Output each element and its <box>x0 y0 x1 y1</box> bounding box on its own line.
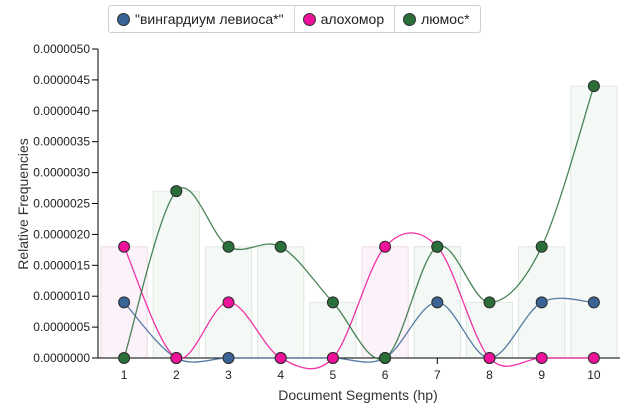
y-tick-label: 0.0000020 <box>33 227 90 241</box>
data-point-3-10 <box>587 80 600 93</box>
data-point-3-7 <box>431 240 444 253</box>
data-point-2-5 <box>326 352 339 364</box>
y-tick-label: 0.0000015 <box>33 258 90 272</box>
bar-3-4 <box>257 246 305 359</box>
lines-layer <box>123 85 595 370</box>
legend: "вингардиум левиоса*" алохомор люмос* <box>108 5 481 33</box>
data-point-2-10 <box>587 352 600 364</box>
y-tick-label: 0.0000030 <box>33 166 90 180</box>
axes-layer: 0.0000000 0.0000005 0.0000010 0.0000015 0.00… <box>33 42 620 382</box>
legend-item-series-2[interactable]: алохомор <box>295 6 396 32</box>
bar-3-5 <box>309 301 357 359</box>
y-tick-label: 0.0000000 <box>33 351 90 365</box>
data-point-3-2 <box>170 185 183 198</box>
data-point-2-9 <box>535 352 548 364</box>
data-point-1-1 <box>118 296 131 309</box>
data-point-3-5 <box>326 296 339 309</box>
legend-label: алохомор <box>320 11 385 27</box>
bar-3-2 <box>152 190 200 359</box>
y-axis-title: Relative Frequencies <box>15 138 31 270</box>
data-point-3-1 <box>118 352 131 364</box>
data-point-1-3 <box>222 352 235 364</box>
y-tick-label: 0.0000005 <box>33 320 90 334</box>
data-point-1-7 <box>431 296 444 309</box>
y-tick-label: 0.0000045 <box>33 73 90 87</box>
data-point-3-8 <box>483 296 496 309</box>
legend-item-series-1[interactable]: "вингардиум левиоса*" <box>109 6 295 32</box>
series-line-2 <box>123 232 594 370</box>
x-tick-label: 1 <box>121 368 128 382</box>
x-axis-title: Document Segments (hp) <box>278 387 438 403</box>
y-tick-label: 0.0000025 <box>33 197 90 211</box>
legend-item-series-3[interactable]: люмос* <box>395 6 479 32</box>
data-point-3-4 <box>274 240 287 253</box>
y-tick-label: 0.0000050 <box>33 42 90 56</box>
data-point-2-2 <box>170 352 183 364</box>
data-point-2-1 <box>118 240 131 253</box>
data-point-1-10 <box>587 296 600 309</box>
legend-dot-icon <box>302 12 316 26</box>
y-tick-label: 0.0000010 <box>33 289 90 303</box>
x-tick-label: 5 <box>330 368 337 382</box>
data-point-3-6 <box>379 352 392 364</box>
legend-label: "вингардиум левиоса*" <box>135 11 284 27</box>
data-point-1-9 <box>535 296 548 309</box>
legend-label: люмос* <box>421 11 470 27</box>
x-tick-label: 9 <box>538 368 545 382</box>
data-point-3-9 <box>535 240 548 253</box>
y-tick-label: 0.0000035 <box>33 135 90 149</box>
bar-3-10 <box>570 85 618 359</box>
x-tick-label: 4 <box>277 368 284 382</box>
x-tick-label: 3 <box>225 368 232 382</box>
x-tick-label: 7 <box>434 368 441 382</box>
x-tick-label: 10 <box>587 368 601 382</box>
data-point-2-8 <box>483 352 496 364</box>
series-line-3 <box>123 85 595 360</box>
bar-2-6 <box>361 246 409 359</box>
x-tick-label: 2 <box>173 368 180 382</box>
legend-dot-icon <box>403 12 417 26</box>
legend-dot-icon <box>117 12 130 26</box>
x-tick-label: 6 <box>382 368 389 382</box>
points-layer <box>118 80 600 364</box>
data-point-2-6 <box>379 240 392 253</box>
series-line-1 <box>123 297 594 363</box>
data-point-2-3 <box>222 296 235 309</box>
y-tick-label: 0.0000040 <box>33 104 90 118</box>
data-point-2-4 <box>274 352 287 364</box>
bar-3-8 <box>465 301 514 359</box>
x-tick-label: 8 <box>486 368 493 382</box>
data-point-3-3 <box>222 240 235 253</box>
bars-layer <box>100 85 618 359</box>
